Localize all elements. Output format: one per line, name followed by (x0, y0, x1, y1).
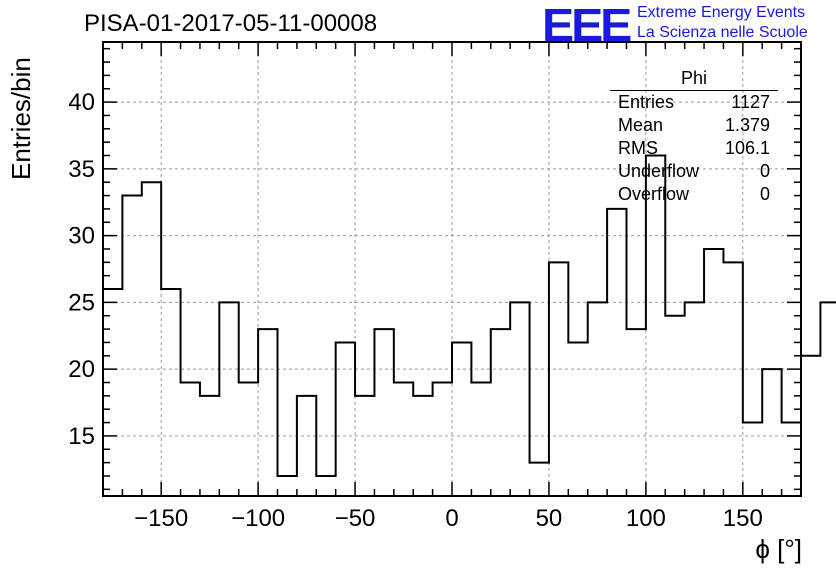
eee-logo: EEE (542, 0, 632, 51)
logo-caption-line1: Extreme Energy Events (637, 4, 806, 21)
x-tick-label: 150 (723, 505, 763, 532)
y-tick-label: 40 (68, 89, 95, 116)
stats-value: 0 (759, 184, 770, 204)
stats-value: 0 (759, 161, 770, 181)
x-tick-label: 50 (536, 505, 563, 532)
y-tick-label: 25 (68, 289, 95, 316)
logo-caption-line2: La Scienza nelle Scuole (637, 24, 808, 41)
x-tick-label: 0 (445, 505, 458, 532)
stats-value: 1.379 (724, 115, 770, 135)
x-axis-label: ϕ [°] (755, 534, 802, 564)
stats-row-underflow: Underflow 0 (610, 160, 778, 183)
y-tick-label: 35 (68, 156, 95, 183)
axis-ticks (102, 42, 802, 496)
stats-row-entries: Entries 1127 (610, 91, 778, 114)
x-tick-label: −50 (335, 505, 376, 532)
y-tick-label: 20 (68, 356, 95, 383)
stats-label: Mean (618, 115, 664, 135)
plot-frame (102, 41, 802, 497)
axis-tick-labels: −150 −100 −50 0 50 100 150 15 20 25 30 35 40 (68, 89, 763, 532)
x-tick-label: 100 (626, 505, 666, 532)
x-tick-label: −100 (231, 505, 285, 532)
stats-label: Underflow (618, 161, 700, 181)
y-tick-label: 15 (68, 423, 95, 450)
y-axis-label: Entries/bin (6, 57, 36, 180)
x-tick-label: −150 (134, 505, 188, 532)
stats-value: 106.1 (724, 138, 770, 158)
stats-row-overflow: Overflow 0 (610, 183, 778, 206)
stats-label: RMS (618, 138, 658, 158)
stats-row-mean: Mean 1.379 (610, 114, 778, 137)
plot-title: PISA-01-2017-05-11-00008 (84, 10, 378, 37)
stats-label: Entries (618, 92, 675, 112)
histogram-line (103, 154, 836, 477)
y-tick-label: 30 (68, 223, 95, 250)
stats-value: 1127 (731, 92, 770, 112)
stats-name: Phi (610, 66, 778, 91)
stats-row-rms: RMS 106.1 (610, 137, 778, 160)
stats-label: Overflow (618, 184, 690, 204)
stats-box: Phi Entries 1127 Mean 1.379 RMS 106.1 Un… (610, 66, 778, 206)
